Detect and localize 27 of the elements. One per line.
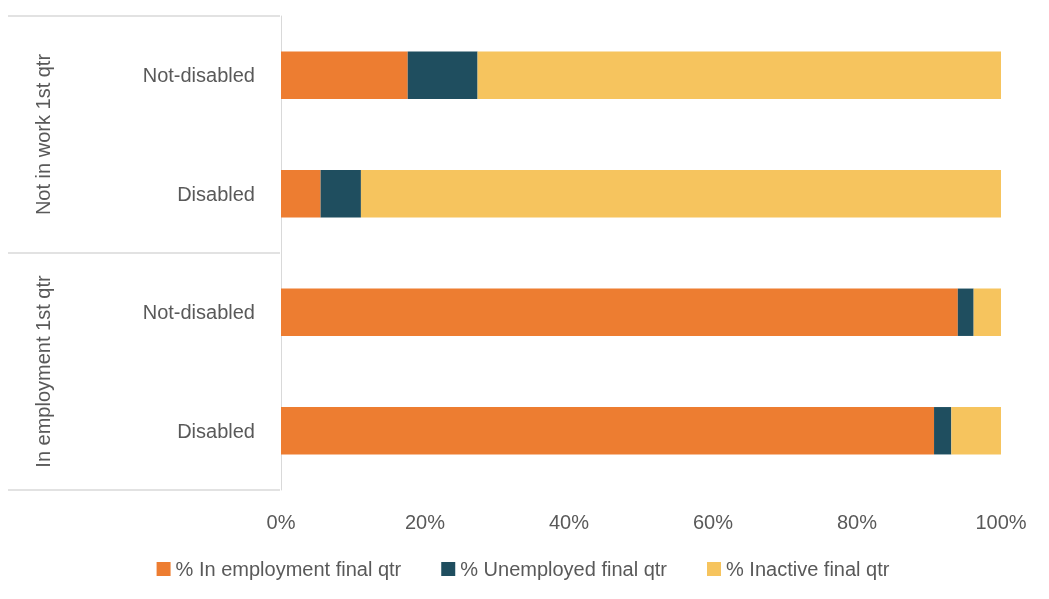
- legend-label: % Unemployed final qtr: [460, 558, 668, 580]
- y-tick-label: Disabled: [177, 182, 255, 205]
- x-tick-label: 20%: [404, 511, 446, 533]
- y-tick-label: Not-disabled: [142, 301, 255, 324]
- bar: [360, 170, 1001, 218]
- legend-label: % Inactive final qtr: [726, 558, 890, 580]
- x-tick-label: 60%: [692, 511, 734, 533]
- bar: [973, 288, 1001, 336]
- y-tick-label: Not-disabled: [142, 64, 255, 87]
- text: Not in work 1st qtr: [32, 53, 54, 216]
- bar: [957, 288, 974, 336]
- y-tick-label: Disabled: [177, 419, 255, 442]
- legend-label: % In employment final qtr: [175, 558, 402, 580]
- bar: [281, 170, 321, 218]
- bar: [407, 51, 478, 99]
- bar: [951, 407, 1001, 455]
- bar: [477, 51, 1001, 99]
- bar: [281, 288, 958, 336]
- bar: [934, 407, 952, 455]
- text: In employment 1st qtr: [32, 275, 54, 468]
- bar: [281, 51, 408, 99]
- x-tick-label: 100%: [975, 511, 1027, 533]
- x-tick-label: 80%: [836, 511, 878, 533]
- bar: [281, 407, 935, 455]
- bar: [320, 170, 361, 218]
- x-tick-label: 40%: [548, 511, 590, 533]
- x-tick-label: 0%: [266, 511, 296, 533]
